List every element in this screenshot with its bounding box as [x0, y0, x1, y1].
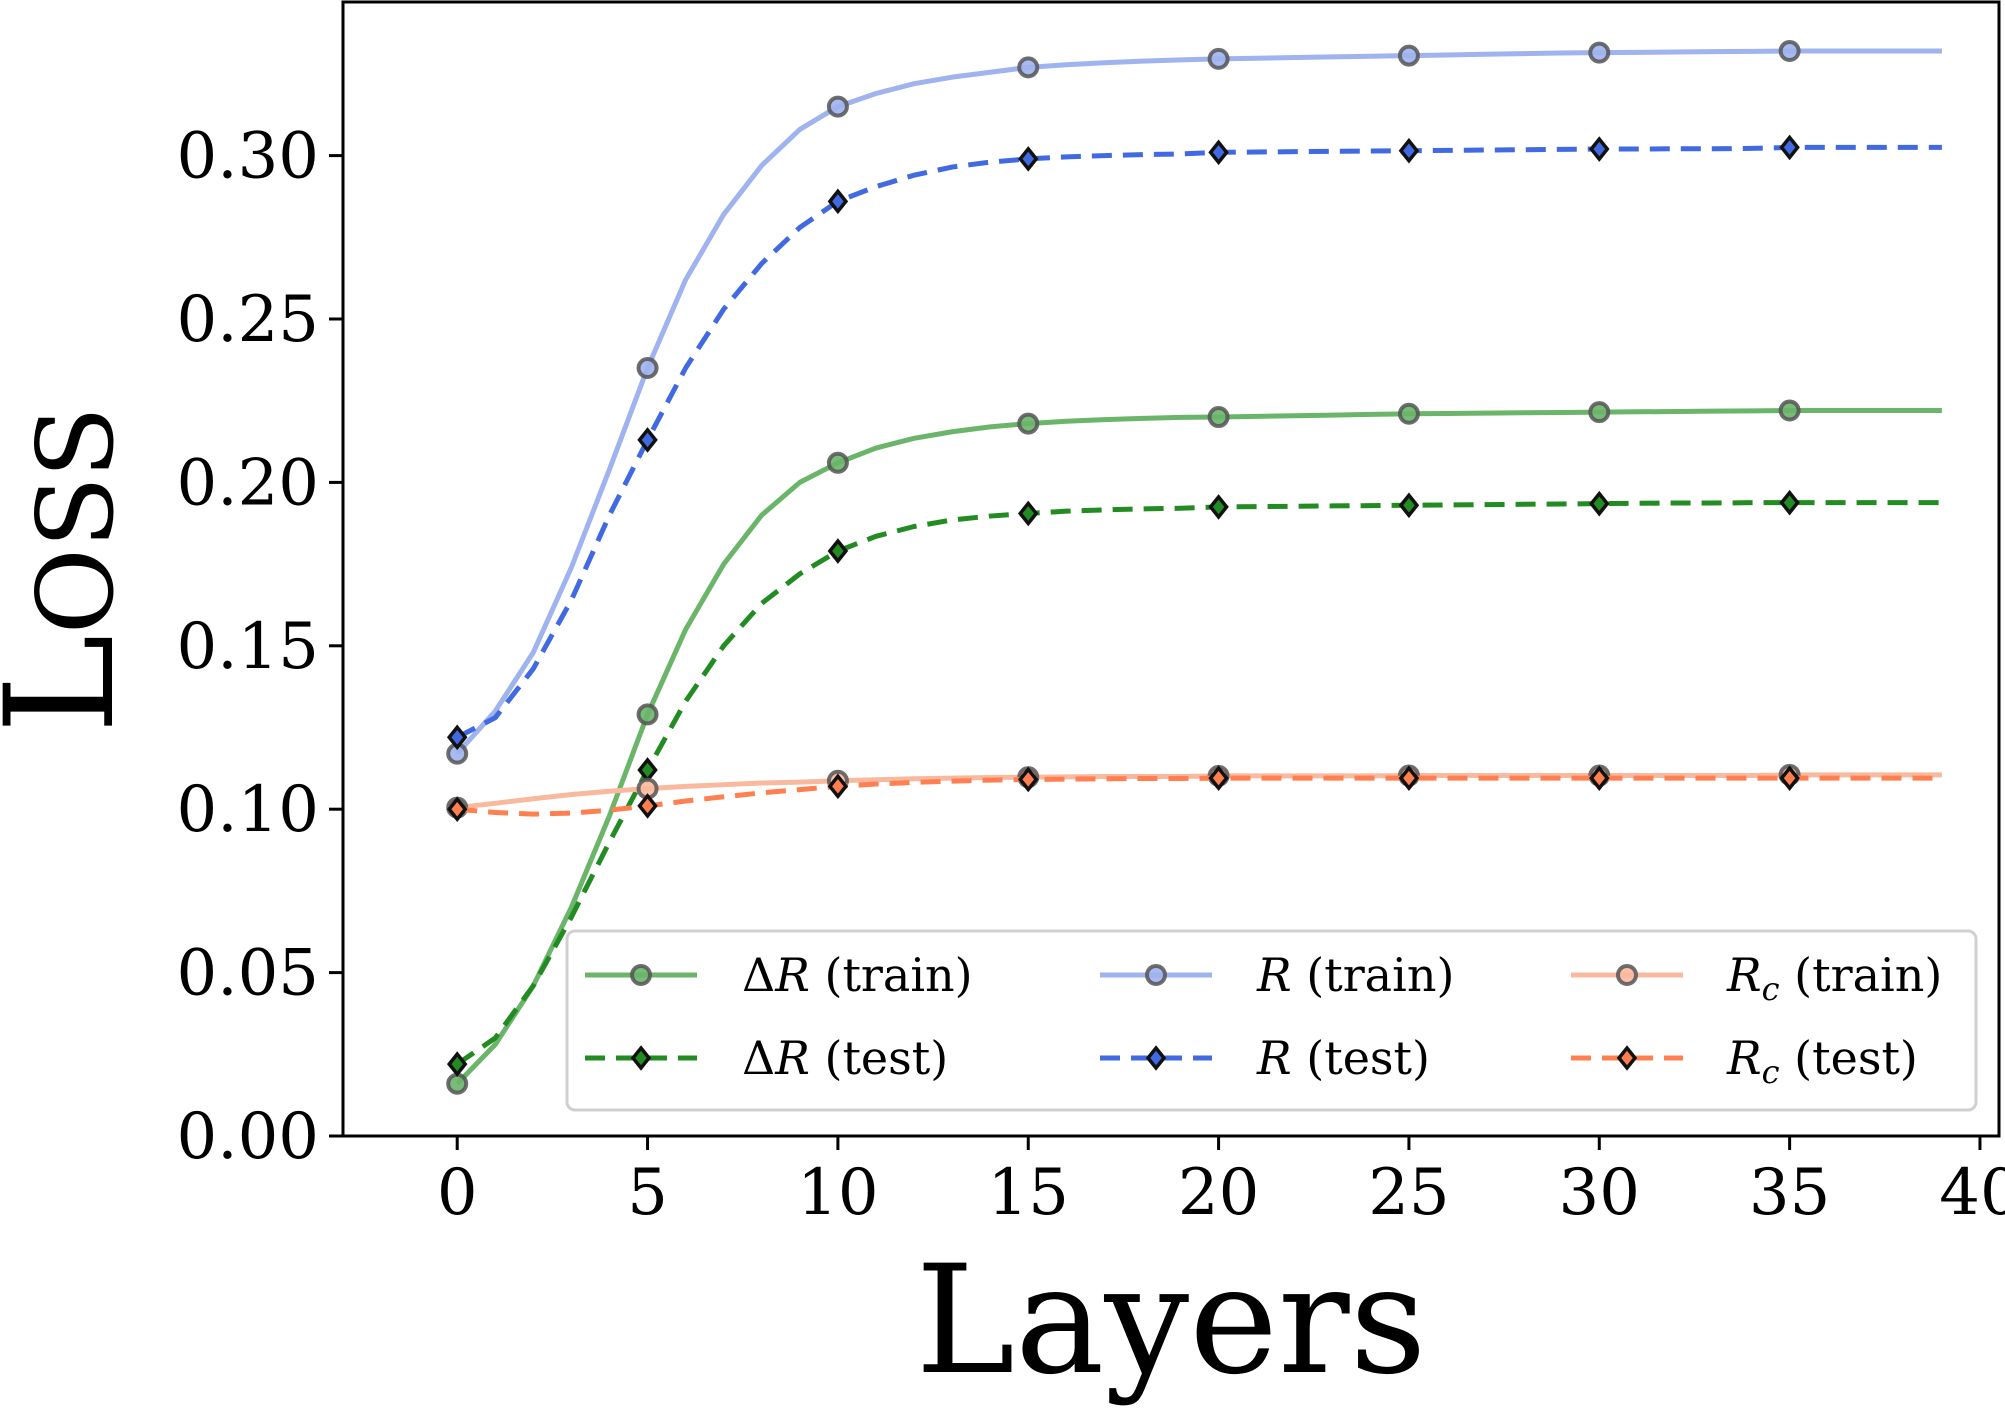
legend-label: R (train): [1256, 948, 1454, 1002]
legend-marker: [1616, 964, 1638, 986]
series-marker: [827, 538, 849, 564]
x-axis-title: Layers: [915, 1234, 1426, 1408]
x-tick-label: 40: [1939, 1156, 2005, 1230]
x-tick-label: 10: [797, 1156, 878, 1230]
series-marker: [1208, 765, 1229, 791]
series-marker: [446, 796, 468, 823]
series-marker: [1779, 489, 1800, 516]
y-tick-label: 0.25: [177, 283, 320, 357]
series-marker: [1588, 41, 1611, 64]
series-0: [446, 399, 1942, 1095]
legend-marker: [1145, 1045, 1167, 1071]
legend-entry: Rc (test): [1571, 1031, 1918, 1091]
series-marker: [446, 1072, 469, 1095]
series-marker: [636, 357, 659, 380]
series-marker: [637, 793, 658, 819]
legend: ΔR (train) ΔR (test) R (train) R (test) Rc (…: [565, 929, 1978, 1112]
series-line: [455, 408, 1942, 1086]
series-marker: [1018, 766, 1039, 793]
series-marker: [1398, 765, 1420, 791]
legend-label: Rc (train): [1726, 948, 1942, 1008]
series-marker: [826, 95, 849, 118]
series-1: [446, 489, 1942, 1077]
legend-marker: [630, 964, 652, 986]
series-marker: [1588, 401, 1611, 424]
legend-label: ΔR (test): [742, 1031, 948, 1085]
y-tick-label: 0.05: [177, 937, 320, 1011]
legend-label: R (test): [1256, 1031, 1430, 1085]
y-tick-label: 0.00: [177, 1100, 320, 1174]
series-marker: [826, 451, 849, 474]
x-tick-label: 25: [1368, 1156, 1449, 1230]
series-line: [456, 775, 1942, 817]
legend-entry: Rc (train): [1571, 948, 1942, 1008]
legend-entry: ΔR (test): [585, 1031, 948, 1085]
series-marker: [446, 1051, 468, 1077]
series-line: [455, 48, 1942, 756]
series-marker: [637, 427, 658, 453]
series-marker: [1398, 492, 1420, 519]
series-marker: [1779, 765, 1800, 791]
x-tick-label: 20: [1178, 1156, 1259, 1230]
legend-entry: ΔR (train): [585, 948, 973, 1002]
x-tick-label: 15: [988, 1156, 1069, 1230]
series-marker: [1018, 500, 1039, 527]
series-marker: [1589, 765, 1610, 791]
plot-frame: [341, 0, 2001, 1138]
series-5: [446, 765, 1942, 823]
series-marker: [1589, 490, 1610, 517]
x-tick-label: 0: [437, 1156, 478, 1230]
legend-label: ΔR (train): [742, 948, 973, 1002]
x-tick-label: 35: [1749, 1156, 1830, 1230]
y-tick-label: 0.20: [177, 446, 320, 520]
series-marker: [1207, 47, 1230, 70]
series-marker: [1208, 139, 1229, 166]
series-layer: [446, 40, 1942, 1095]
legend-entry: R (train): [1100, 948, 1454, 1002]
series-marker: [1018, 146, 1039, 172]
series-line: [456, 144, 1942, 740]
series-marker: [1397, 44, 1420, 67]
y-tick-label: 0.15: [177, 610, 320, 684]
series-marker: [827, 773, 849, 800]
series-3: [446, 134, 1942, 751]
legend-marker: [1145, 964, 1167, 986]
series-marker: [1208, 494, 1229, 520]
series-marker: [446, 724, 468, 751]
x-tick-label: 5: [627, 1156, 668, 1230]
series-marker: [1017, 56, 1040, 79]
series-marker: [1207, 406, 1230, 429]
series-2: [446, 40, 1942, 765]
legend-label: Rc (test): [1726, 1031, 1918, 1091]
series-marker: [636, 703, 659, 726]
y-tick-label: 0.10: [177, 773, 320, 847]
y-tick-label: 0.30: [177, 120, 320, 194]
series-marker: [1779, 134, 1800, 161]
series-line: [455, 500, 1942, 1067]
legend-marker: [630, 1045, 652, 1071]
series-marker: [1589, 136, 1610, 162]
x-axis: 0 5 10 15 20 25 30 35 40: [437, 1136, 2005, 1230]
series-marker: [827, 188, 849, 215]
y-axis: 0.00 0.05 0.10 0.15 0.20 0.25 0.30: [177, 120, 343, 1174]
series-marker: [1778, 40, 1801, 63]
y-axis-title: Loss: [0, 406, 148, 734]
legend-marker: [1616, 1045, 1638, 1071]
x-tick-label: 30: [1559, 1156, 1640, 1230]
series-marker: [1017, 412, 1040, 435]
series-marker: [1397, 402, 1420, 425]
series-marker: [1398, 137, 1420, 164]
legend-entry: R (test): [1100, 1031, 1430, 1085]
series-marker: [1778, 399, 1801, 422]
